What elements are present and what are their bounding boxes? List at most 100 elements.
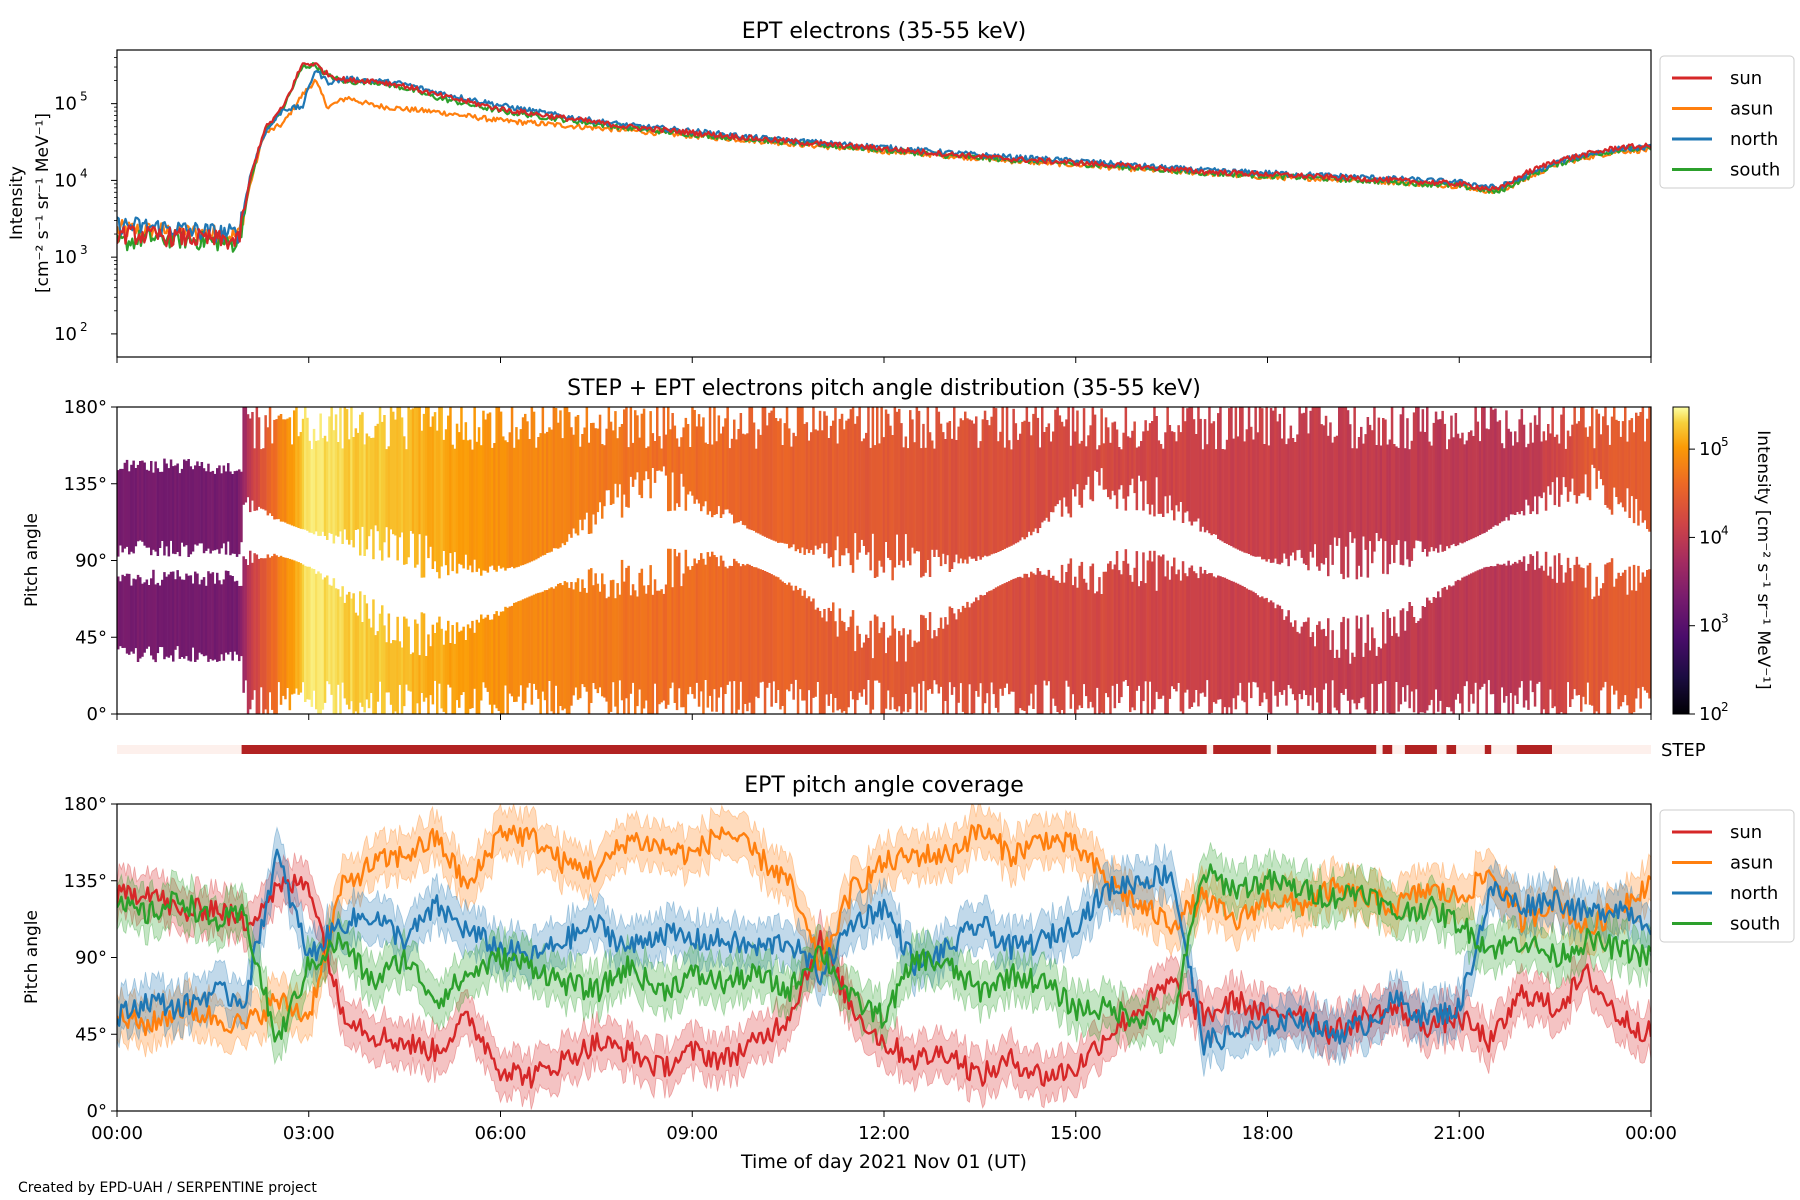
heatmap-cell [1252,591,1255,682]
heatmap-cell [1206,574,1209,681]
heatmap-cell [499,611,503,714]
heatmap-cell [367,436,371,537]
heatmap-cell [378,613,382,682]
heatmap-cell [504,440,507,571]
heatmap-cell [675,438,679,504]
heatmap-cell [689,569,692,687]
heatmap-cell [1258,597,1262,706]
heatmap-cell [128,471,131,555]
heatmap-cell [1195,434,1198,522]
heatmap-cell [356,615,360,714]
heatmap-cell [130,464,133,552]
panel3-ytick-label: 135° [64,871,107,892]
heatmap-cell [502,611,505,714]
heatmap-cell [431,416,435,569]
heatmap-cell [1406,611,1409,686]
heatmap-cell [924,447,927,573]
heatmap-cell [1327,618,1330,714]
heatmap-cell [981,419,985,558]
heatmap-cell [717,415,721,507]
heatmap-cell [374,635,377,714]
heatmap-cell [1186,576,1189,690]
heatmap-cell [1487,566,1491,681]
heatmap-cell [779,418,782,543]
heatmap-cell [262,448,265,510]
heatmap-cell [772,575,776,682]
heatmap-cell [977,600,980,697]
heatmap-cell [1162,448,1165,517]
panel3-series-line-north [117,848,1651,1056]
heatmap-cell [803,590,806,701]
heatmap-cell [200,579,204,655]
heatmap-cell [1525,447,1528,500]
heatmap-cell [1448,439,1451,549]
heatmap-cell [1584,427,1587,475]
heatmap-cell [1346,410,1350,578]
heatmap-cell [592,422,595,515]
heatmap-cell [1586,436,1590,498]
heatmap-cell [1626,594,1629,706]
heatmap-cell [1034,574,1037,685]
heatmap-cell [264,558,267,710]
panel2-title: STEP + EPT electrons pitch angle distrib… [567,376,1201,401]
heatmap-cell [202,577,206,657]
heatmap-cell [1272,602,1275,682]
heatmap-cell [1582,568,1585,697]
heatmap-cell [741,564,745,714]
heatmap-cell [559,410,562,548]
heatmap-cell [189,466,193,555]
heatmap-cell [1355,448,1359,580]
heatmap-cell [684,549,688,714]
heatmap-cell [614,411,617,484]
heatmap-cell [464,422,468,555]
heatmap-cell [618,594,622,681]
heatmap-cell [891,435,894,581]
heatmap-cell [227,463,230,542]
heatmap-cell [959,418,963,559]
heatmap-cell [948,421,952,572]
heatmap-cell [832,602,835,713]
heatmap-cell [572,434,575,529]
heatmap-cell [1168,579,1172,699]
heatmap-cell [634,590,637,714]
heatmap-cell [911,419,914,548]
panel1-ytick-label: 10 [54,247,77,268]
heatmap-cell [176,463,179,552]
heatmap-cell [1274,608,1277,696]
colorbar-tick-label: 10 [1699,439,1722,460]
heatmap-cell [429,646,432,696]
heatmap-cell [370,438,373,530]
heatmap-cell [163,458,166,556]
heatmap-cell [1408,449,1411,567]
heatmap-cell [1190,407,1194,526]
heatmap-cell [770,410,773,540]
heatmap-cell [823,411,826,554]
panel3-band-sun [117,852,1651,1110]
heatmap-cell [482,618,485,683]
heatmap-cell [812,598,815,698]
panel3-series-line-sun [117,873,1651,1089]
heatmap-cell [1201,449,1205,527]
heatmap-cell [548,588,551,681]
heatmap-cell [992,588,996,695]
heatmap-cell [847,418,850,554]
panel1-legend-label-sun: sun [1730,68,1762,89]
heatmap-cell [356,432,360,530]
heatmap-cell [803,423,806,555]
heatmap-cell [1371,430,1374,564]
heatmap-cell [805,422,809,550]
heatmap-cell [684,417,688,511]
heatmap-cell [1615,578,1618,691]
heatmap-cell [1164,432,1167,497]
heatmap-cell [1443,423,1447,551]
heatmap-cell [739,413,743,521]
heatmap-cell [997,441,1000,552]
heatmap-cell [510,605,514,697]
heatmap-cell [1085,582,1088,697]
heatmap-cell [832,420,835,568]
panel3-band-asun [117,804,1651,1058]
heatmap-cell [777,421,780,543]
heatmap-cell [1487,429,1491,530]
